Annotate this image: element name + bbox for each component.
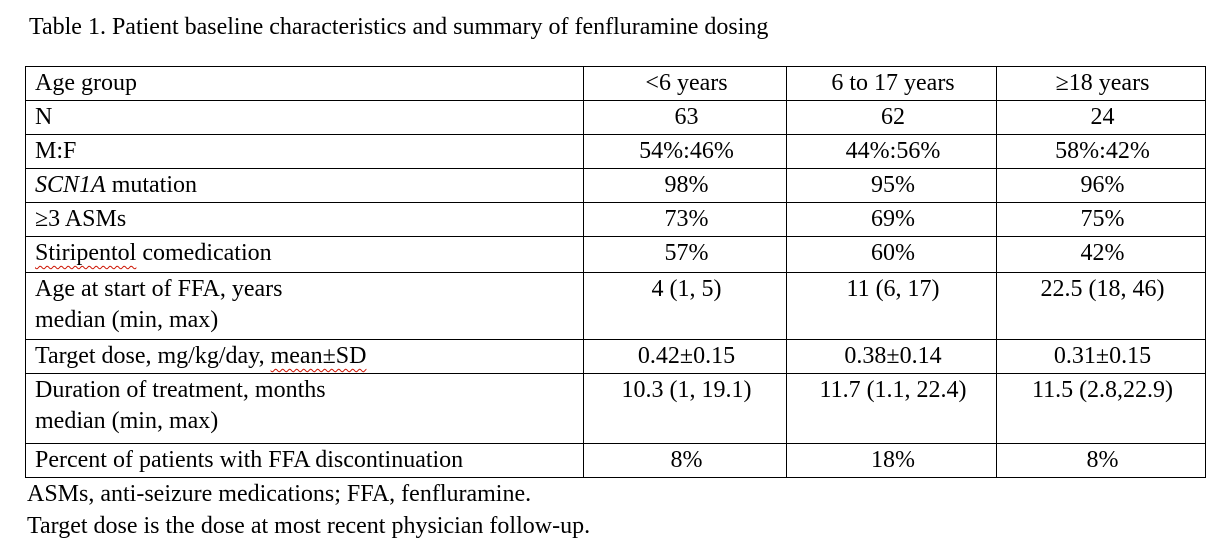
table-row-target-dose: Target dose, mg/kg/day, mean±SD 0.42±0.1…	[25, 339, 1206, 374]
cell-value: 44%:56%	[786, 134, 997, 169]
cell-value: 58%:42%	[996, 134, 1206, 169]
cell-value: 22.5 (18, 46)	[996, 272, 1206, 340]
cell-value: 8%	[583, 443, 787, 478]
table-row-duration-of-treatment: Duration of treatment, months median (mi…	[25, 373, 1206, 444]
cell-value: 96%	[996, 168, 1206, 203]
cell-value: 60%	[786, 236, 997, 273]
table-row-stiripentol-comedication: Stiripentol comedication 57% 60% 42%	[25, 236, 1206, 273]
cell-value: 75%	[996, 202, 1206, 237]
cell-value: 0.31±0.15	[996, 339, 1206, 374]
row-label-discontinuation: Percent of patients with FFA discontinua…	[25, 443, 584, 478]
row-label-line1: Age at start of FFA, years	[35, 276, 283, 302]
spellcheck-underlined-word: Stiripentol	[35, 240, 137, 266]
cell-value: 98%	[583, 168, 787, 203]
row-label-scn1a-mutation: SCN1A mutation	[25, 168, 584, 203]
cell-value: 63	[583, 100, 787, 135]
header-col-6-to-17-years: 6 to 17 years	[786, 66, 997, 101]
table-title: Table 1. Patient baseline characteristic…	[29, 14, 769, 40]
table-footnotes: ASMs, anti-seizure medications; FFA, fen…	[27, 478, 590, 542]
cell-value: 11 (6, 17)	[786, 272, 997, 340]
row-label-line2: median (min, max)	[35, 408, 219, 434]
cell-value: 11.5 (2.8,22.9)	[996, 373, 1206, 444]
table-header-row: Age group <6 years 6 to 17 years ≥18 yea…	[25, 66, 1206, 101]
cell-value: 54%:46%	[583, 134, 787, 169]
row-label-asms: ≥3 ASMs	[25, 202, 584, 237]
cell-value: 10.3 (1, 19.1)	[583, 373, 787, 444]
row-label-n: N	[25, 100, 584, 135]
table-row-n: N 63 62 24	[25, 100, 1206, 135]
cell-value: 62	[786, 100, 997, 135]
footnote-target-dose: Target dose is the dose at most recent p…	[27, 513, 591, 539]
cell-value: 95%	[786, 168, 997, 203]
spellcheck-underlined-word: mean±SD	[270, 343, 367, 369]
cell-value: 11.7 (1.1, 22.4)	[786, 373, 997, 444]
table-row-ffa-discontinuation: Percent of patients with FFA discontinua…	[25, 443, 1206, 478]
row-label-rest: comedication	[136, 240, 272, 266]
row-label-duration: Duration of treatment, months median (mi…	[25, 373, 584, 444]
row-label-stiripentol: Stiripentol comedication	[25, 236, 584, 273]
table-row-age-at-start-ffa: Age at start of FFA, years median (min, …	[25, 272, 1206, 340]
table-row-scn1a-mutation: SCN1A mutation 98% 95% 96%	[25, 168, 1206, 203]
baseline-characteristics-table: Age group <6 years 6 to 17 years ≥18 yea…	[25, 66, 1206, 478]
cell-value: 57%	[583, 236, 787, 273]
footnote-abbreviations: ASMs, anti-seizure medications; FFA, fen…	[27, 481, 532, 507]
row-label-line1: Duration of treatment, months	[35, 377, 326, 403]
cell-value: 69%	[786, 202, 997, 237]
cell-value: 4 (1, 5)	[583, 272, 787, 340]
header-col-18-plus-years: ≥18 years	[996, 66, 1206, 101]
cell-value: 0.38±0.14	[786, 339, 997, 374]
cell-value: 0.42±0.15	[583, 339, 787, 374]
header-age-group-label: Age group	[25, 66, 584, 101]
header-col-under-6-years: <6 years	[583, 66, 787, 101]
row-label-rest: mutation	[105, 172, 198, 198]
cell-value: 42%	[996, 236, 1206, 273]
row-label-age-at-start: Age at start of FFA, years median (min, …	[25, 272, 584, 340]
table-row-3-or-more-asms: ≥3 ASMs 73% 69% 75%	[25, 202, 1206, 237]
gene-name-italic: SCN1A	[35, 172, 106, 198]
cell-value: 73%	[583, 202, 787, 237]
cell-value: 8%	[996, 443, 1206, 478]
row-label-mf: M:F	[25, 134, 584, 169]
row-label-prefix: Target dose, mg/kg/day,	[35, 343, 271, 369]
cell-value: 24	[996, 100, 1206, 135]
table-row-mf-ratio: M:F 54%:46% 44%:56% 58%:42%	[25, 134, 1206, 169]
cell-value: 18%	[786, 443, 997, 478]
row-label-target-dose: Target dose, mg/kg/day, mean±SD	[25, 339, 584, 374]
row-label-line2: median (min, max)	[35, 307, 219, 333]
